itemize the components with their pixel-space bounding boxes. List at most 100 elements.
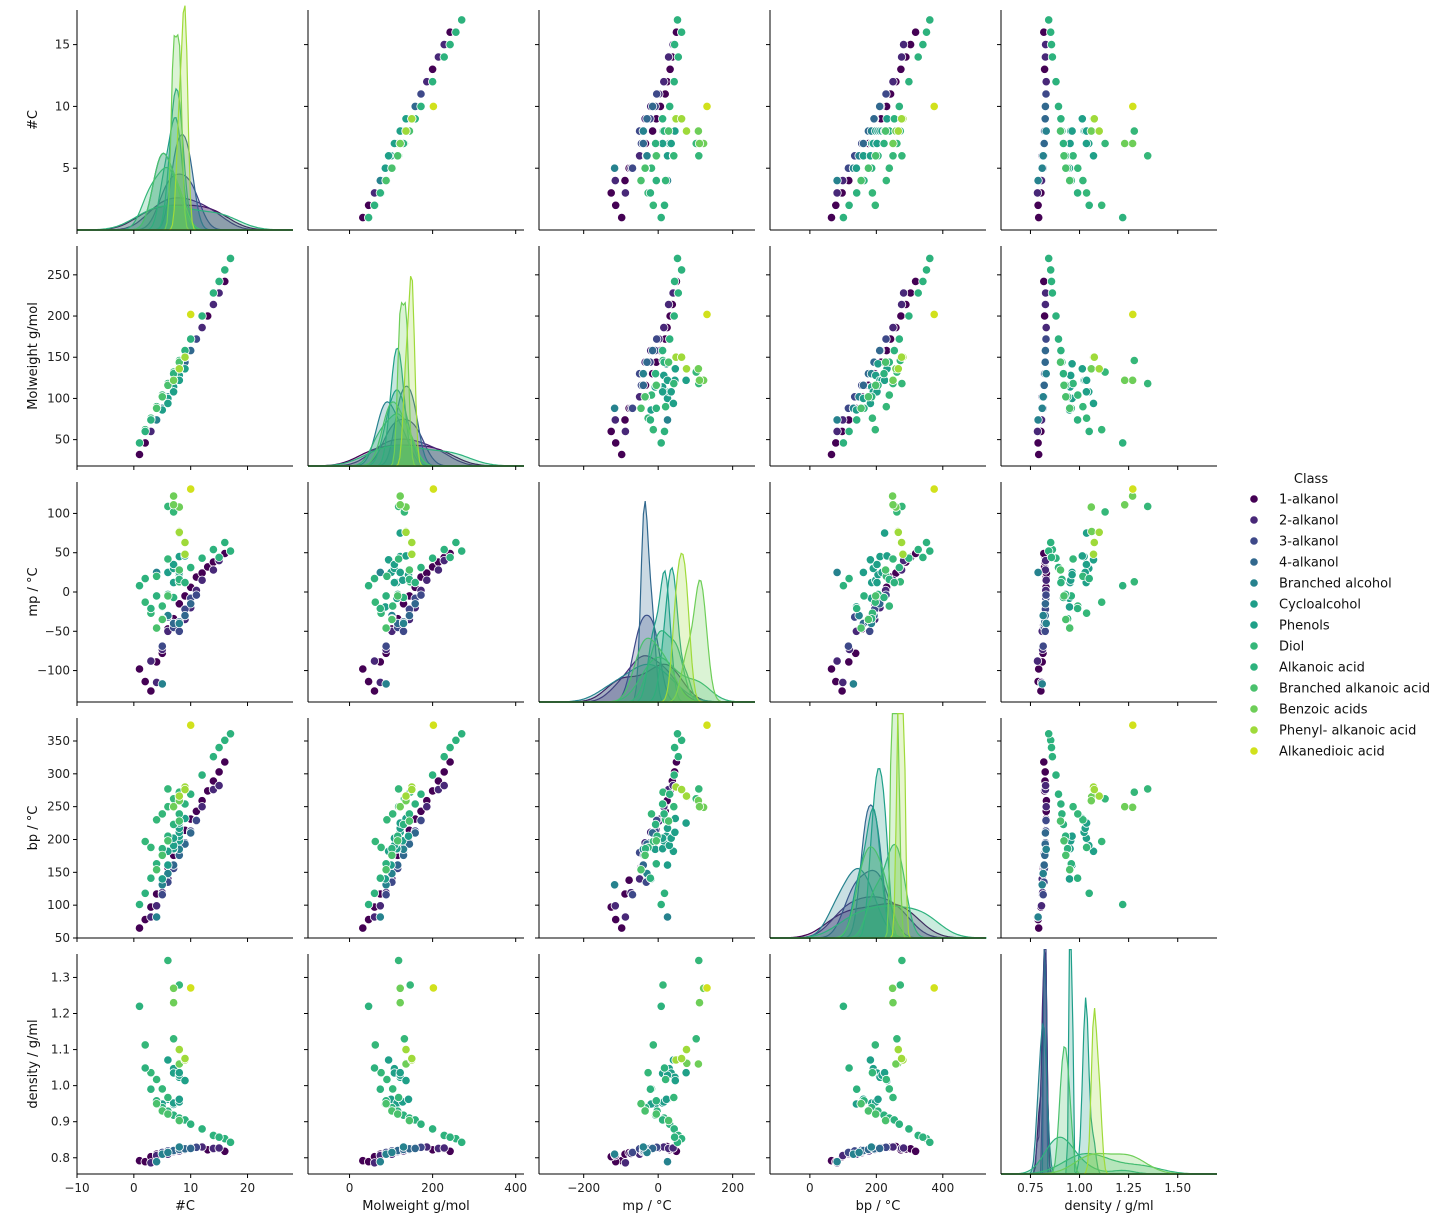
data-point <box>636 865 646 875</box>
data-point <box>1037 880 1047 890</box>
data-point <box>146 873 156 883</box>
data-point <box>694 998 705 1008</box>
legend-item: Branched alcohol <box>1249 577 1392 592</box>
data-point <box>1065 623 1075 633</box>
data-point <box>157 874 167 884</box>
data-point <box>651 380 661 390</box>
data-point <box>1064 602 1075 612</box>
data-point <box>381 623 391 633</box>
panel-bp-c-vs-bp-c <box>769 713 987 942</box>
x-tick-label: 0 <box>654 1181 662 1195</box>
data-point <box>669 742 680 753</box>
data-point <box>881 176 891 186</box>
data-point <box>870 425 880 435</box>
data-point <box>1032 426 1043 436</box>
data-point <box>871 591 881 601</box>
data-point <box>387 850 397 860</box>
data-point <box>214 742 224 753</box>
panel-mp-c-vs-bp-c <box>766 482 986 706</box>
data-point <box>665 789 675 799</box>
data-point <box>163 554 173 564</box>
data-point <box>681 1045 692 1055</box>
data-point <box>636 1099 646 1109</box>
data-point <box>393 151 403 161</box>
data-point <box>656 213 666 223</box>
data-point <box>1046 39 1057 50</box>
data-point <box>163 591 173 601</box>
data-point <box>163 1055 173 1065</box>
data-point <box>1046 742 1057 753</box>
data-point <box>1051 770 1061 780</box>
data-point <box>1128 802 1138 812</box>
data-point <box>1065 403 1075 413</box>
data-point <box>401 1076 411 1086</box>
data-point <box>157 641 167 651</box>
data-point <box>663 126 674 136</box>
data-point <box>910 1146 921 1156</box>
data-point <box>191 590 201 600</box>
legend-marker <box>1249 578 1259 588</box>
panel-mp-c-vs-c: −100 −50 0 50 100 mp / °C <box>26 482 293 706</box>
data-point <box>1100 507 1110 517</box>
data-point <box>410 1143 420 1154</box>
data-point <box>889 345 899 356</box>
data-point <box>180 784 190 795</box>
data-point <box>894 562 904 573</box>
data-point <box>401 791 411 801</box>
data-point <box>1073 163 1083 173</box>
data-point <box>214 276 224 286</box>
data-point <box>888 998 898 1008</box>
data-point <box>445 1132 455 1142</box>
data-point <box>381 591 391 601</box>
data-point <box>1038 610 1048 621</box>
data-point <box>427 553 438 563</box>
data-point <box>1065 865 1075 875</box>
kde-curve <box>308 275 524 467</box>
data-point <box>134 438 145 448</box>
data-point <box>669 77 679 87</box>
legend-label: Alkanoic acid <box>1279 661 1365 676</box>
data-point <box>650 819 661 830</box>
data-point <box>1129 577 1139 587</box>
data-point <box>611 200 621 210</box>
data-point <box>169 983 179 993</box>
data-point <box>681 791 692 801</box>
data-point <box>393 836 403 846</box>
data-point <box>197 575 207 585</box>
data-point <box>898 1143 909 1153</box>
data-point <box>1068 554 1078 564</box>
data-point <box>1033 176 1043 186</box>
data-point <box>163 860 173 870</box>
data-point <box>856 623 866 633</box>
legend-marker <box>1249 746 1259 756</box>
y-axis-label: #C <box>26 110 41 130</box>
data-point <box>856 403 866 413</box>
data-point <box>863 163 874 173</box>
data-point <box>659 77 669 87</box>
data-point <box>620 188 631 198</box>
data-point <box>140 676 150 687</box>
data-point <box>157 890 167 900</box>
data-point <box>1118 581 1128 591</box>
data-point <box>1046 265 1056 275</box>
data-point <box>439 767 449 777</box>
data-point <box>620 1158 631 1168</box>
data-point <box>880 1116 891 1126</box>
data-point <box>832 656 842 666</box>
legend-item: Benzoic acids <box>1249 703 1368 718</box>
data-point <box>893 364 903 374</box>
data-point <box>837 686 847 696</box>
data-point <box>146 656 156 666</box>
panel-bp-c-vs-c: 50 100 150 200 250 300 350 bp / °C <box>26 718 293 945</box>
data-point <box>1040 64 1050 74</box>
data-point <box>872 577 882 588</box>
data-point <box>382 1074 392 1085</box>
data-point <box>1086 364 1096 374</box>
data-point <box>880 357 891 367</box>
data-point <box>663 1116 674 1126</box>
data-point <box>389 577 399 588</box>
data-point <box>892 1034 902 1044</box>
y-tick-label: 300 <box>47 767 70 781</box>
data-point <box>1081 138 1092 149</box>
panel-density-g-ml-vs-mp-c: −200 0 200 mp / °C <box>535 954 755 1214</box>
